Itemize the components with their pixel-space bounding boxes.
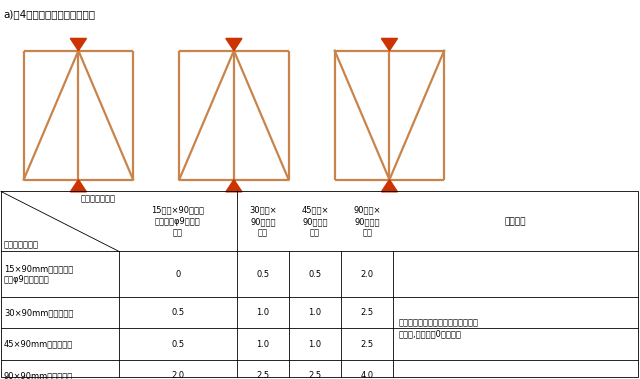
Text: 0: 0 [175,269,180,279]
Text: 15×90mm以上の木材
又はφ9以上の鉄筋: 15×90mm以上の木材 又はφ9以上の鉄筋 [4,265,73,284]
Text: 1.0: 1.0 [256,308,269,317]
Text: a)围4：両側が片筋かいの場合: a)围4：両側が片筋かいの場合 [3,9,95,19]
Text: 30×90mm以上の木材: 30×90mm以上の木材 [4,308,74,317]
Text: 0.5: 0.5 [256,269,269,279]
Text: 1.0: 1.0 [256,340,269,349]
Text: 一方が片筋かい: 一方が片筋かい [81,194,116,204]
Polygon shape [381,38,397,51]
Text: 4.0: 4.0 [361,371,374,379]
Text: 30以上×
90以上の
木材: 30以上× 90以上の 木材 [249,206,276,237]
Text: 他方が片筋かい: 他方が片筋かい [4,240,39,249]
Text: 45以上×
90以上の
木材: 45以上× 90以上の 木材 [301,206,329,237]
Text: 2.5: 2.5 [361,340,374,349]
Text: 2.0: 2.0 [361,269,374,279]
Text: 2.0: 2.0 [172,371,184,379]
Text: 備　　考: 備 考 [505,217,527,226]
Text: 0.5: 0.5 [308,269,322,279]
Polygon shape [226,180,242,192]
Text: 45×90mm以上の木材: 45×90mm以上の木材 [4,340,73,349]
Polygon shape [226,38,242,51]
Text: 15以上×90以上の
木材又はφ9以上の
鉄筋: 15以上×90以上の 木材又はφ9以上の 鉄筋 [151,206,204,237]
Text: 1.0: 1.0 [308,340,322,349]
Text: 90以上×
90以上の
木材: 90以上× 90以上の 木材 [353,206,381,237]
Text: 90×90mm以上の木材: 90×90mm以上の木材 [4,371,73,379]
Text: 両筋かいがともに柱脚部に取り付く
場合は,補正値を0とする。: 両筋かいがともに柱脚部に取り付く 場合は,補正値を0とする。 [398,318,478,338]
Polygon shape [70,38,86,51]
Text: 2.5: 2.5 [256,371,269,379]
Text: 1.0: 1.0 [308,308,322,317]
Text: 2.5: 2.5 [308,371,322,379]
Text: 0.5: 0.5 [172,340,184,349]
Polygon shape [381,180,397,192]
Text: 2.5: 2.5 [361,308,374,317]
Polygon shape [70,180,86,192]
Text: 0.5: 0.5 [172,308,184,317]
